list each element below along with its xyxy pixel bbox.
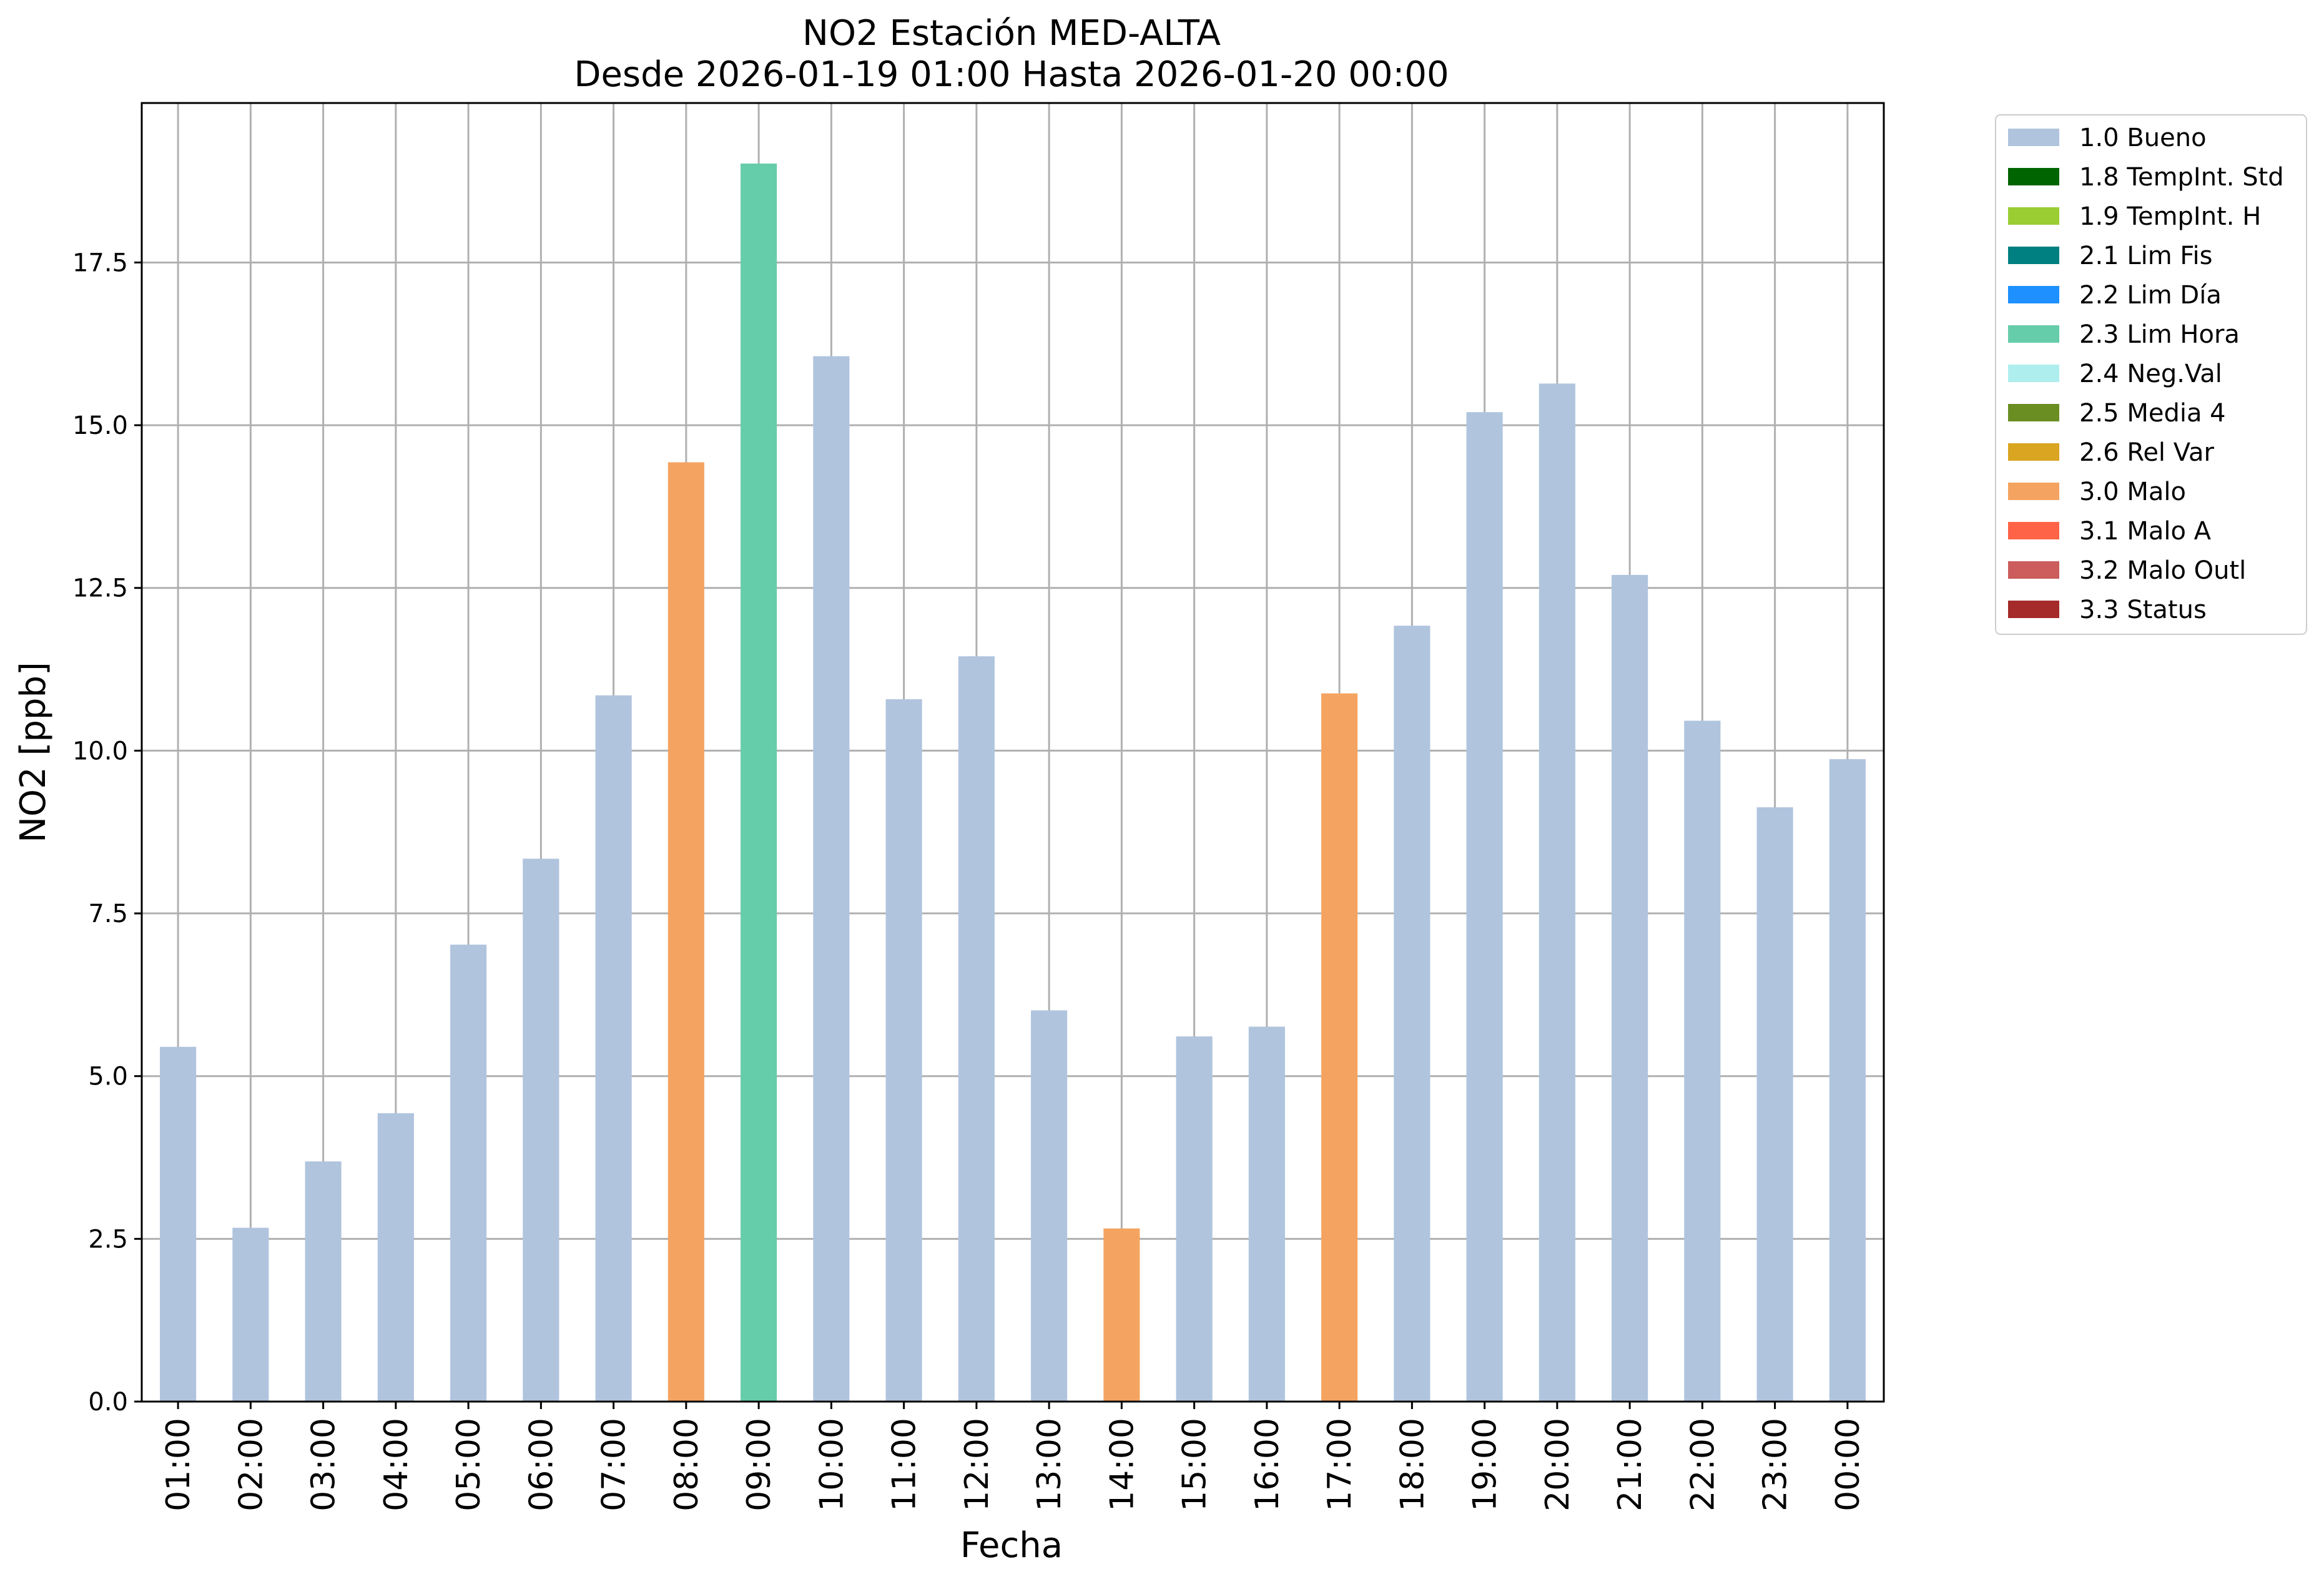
x-tick-label: 02:00 bbox=[232, 1418, 270, 1511]
y-tick-label: 5.0 bbox=[88, 1063, 128, 1091]
x-tick-label: 07:00 bbox=[596, 1418, 633, 1511]
legend-frame bbox=[1995, 114, 2307, 635]
x-tick-label: 19:00 bbox=[1467, 1418, 1504, 1511]
legend-swatch bbox=[2008, 286, 2059, 303]
y-tick-label: 17.5 bbox=[72, 248, 128, 277]
bar-2100 bbox=[1612, 574, 1648, 1402]
x-tick-label: 21:00 bbox=[1612, 1418, 1649, 1511]
legend-label: 3.2 Malo Outl bbox=[2079, 556, 2246, 585]
x-tick-label: 11:00 bbox=[886, 1418, 923, 1511]
bar-0400 bbox=[377, 1113, 414, 1402]
legend-swatch bbox=[2008, 168, 2059, 185]
legend-label: 3.1 Malo A bbox=[2079, 517, 2212, 546]
x-tick-label: 15:00 bbox=[1176, 1418, 1214, 1511]
bar-2000 bbox=[1539, 383, 1575, 1402]
bar-1200 bbox=[958, 656, 995, 1402]
legend-label: 2.2 Lim Día bbox=[2079, 281, 2222, 310]
bar-0600 bbox=[523, 858, 559, 1402]
bar-0100 bbox=[160, 1046, 197, 1402]
x-tick-label: 20:00 bbox=[1539, 1418, 1577, 1511]
y-axis: 0.0 2.5 5.0 7.5 10.0 12.5 15.0 17.5 bbox=[72, 248, 142, 1417]
legend-label: 2.6 Rel Var bbox=[2079, 438, 2215, 467]
bar-1400 bbox=[1103, 1228, 1140, 1402]
x-tick-label: 09:00 bbox=[741, 1418, 778, 1511]
x-tick-label: 17:00 bbox=[1321, 1418, 1359, 1511]
bar-1700 bbox=[1321, 693, 1358, 1402]
legend-label: 2.4 Neg.Val bbox=[2079, 360, 2222, 388]
y-tick-label: 15.0 bbox=[72, 411, 128, 440]
bar-0500 bbox=[450, 945, 487, 1402]
legend-label: 2.5 Media 4 bbox=[2079, 399, 2226, 428]
bar-1500 bbox=[1176, 1036, 1213, 1402]
x-tick-label: 03:00 bbox=[305, 1418, 343, 1511]
x-tick-label: 05:00 bbox=[450, 1418, 488, 1511]
chart-title: NO2 Estación MED-ALTA bbox=[802, 13, 1221, 54]
y-tick-label: 2.5 bbox=[88, 1225, 128, 1254]
x-tick-label: 22:00 bbox=[1684, 1418, 1721, 1511]
plot-frame bbox=[140, 102, 1885, 1403]
legend-swatch bbox=[2008, 129, 2059, 146]
legend-swatch bbox=[2008, 207, 2059, 225]
x-tick-label: 14:00 bbox=[1103, 1418, 1141, 1511]
legend-swatch bbox=[2008, 404, 2059, 421]
legend-swatch bbox=[2008, 247, 2059, 264]
bar-1300 bbox=[1031, 1010, 1068, 1402]
bar-0700 bbox=[595, 695, 632, 1402]
x-tick-label: 18:00 bbox=[1394, 1418, 1431, 1511]
bar-1800 bbox=[1394, 626, 1430, 1402]
y-tick-label: 10.0 bbox=[72, 737, 128, 765]
legend-label: 2.3 Lim Hora bbox=[2079, 320, 2240, 349]
bar-2300 bbox=[1756, 807, 1793, 1402]
bar-0800 bbox=[667, 462, 704, 1402]
legend-label: 1.0 Bueno bbox=[2079, 124, 2207, 152]
y-tick-label: 0.0 bbox=[88, 1388, 128, 1417]
bar-0900 bbox=[741, 163, 777, 1402]
legend-label: 3.0 Malo bbox=[2079, 478, 2186, 506]
x-axis-label: Fecha bbox=[960, 1525, 1063, 1566]
legend-swatch bbox=[2008, 561, 2059, 579]
legend-swatch bbox=[2008, 522, 2059, 539]
x-tick-label: 10:00 bbox=[813, 1418, 850, 1511]
bar-1900 bbox=[1466, 412, 1503, 1402]
bar-2200 bbox=[1684, 720, 1721, 1402]
legend-swatch bbox=[2008, 483, 2059, 500]
y-axis-label: NO2 [ppb] bbox=[13, 662, 54, 843]
legend-label: 1.9 TempInt. H bbox=[2079, 202, 2261, 231]
x-tick-label: 12:00 bbox=[958, 1418, 996, 1511]
legend-swatch bbox=[2008, 443, 2059, 461]
bar-1100 bbox=[885, 699, 922, 1402]
bar-0000 bbox=[1829, 759, 1866, 1402]
legend-label: 1.8 TempInt. Std bbox=[2079, 163, 2284, 192]
legend: 1.0 Bueno 1.8 TempInt. Std 1.9 TempInt. H 2… bbox=[1995, 114, 2307, 635]
bars bbox=[160, 163, 1866, 1402]
x-tick-label: 13:00 bbox=[1031, 1418, 1068, 1511]
bar-1000 bbox=[813, 356, 850, 1402]
x-tick-label: 08:00 bbox=[668, 1418, 706, 1511]
bar-1600 bbox=[1248, 1026, 1285, 1402]
x-tick-label: 16:00 bbox=[1249, 1418, 1286, 1511]
x-axis: 01:00 02:00 03:00 04:00 05:00 06:00 07:00 08:00… bbox=[160, 1402, 1867, 1511]
legend-label: 3.3 Status bbox=[2079, 596, 2207, 624]
y-tick-label: 12.5 bbox=[72, 574, 128, 603]
bar-0200 bbox=[232, 1227, 269, 1402]
x-tick-label: 23:00 bbox=[1757, 1418, 1795, 1511]
chart-subtitle: Desde 2026-01-19 01:00 Hasta 2026-01-20 … bbox=[574, 54, 1449, 95]
x-tick-label: 01:00 bbox=[160, 1418, 197, 1511]
bar-0300 bbox=[305, 1161, 342, 1402]
x-tick-label: 06:00 bbox=[523, 1418, 560, 1511]
legend-swatch bbox=[2008, 325, 2059, 343]
x-tick-label: 00:00 bbox=[1829, 1418, 1867, 1511]
x-tick-label: 04:00 bbox=[378, 1418, 415, 1511]
legend-swatch bbox=[2008, 365, 2059, 382]
y-tick-label: 7.5 bbox=[88, 900, 128, 928]
legend-swatch bbox=[2008, 601, 2059, 618]
legend-label: 2.1 Lim Fis bbox=[2079, 242, 2212, 270]
